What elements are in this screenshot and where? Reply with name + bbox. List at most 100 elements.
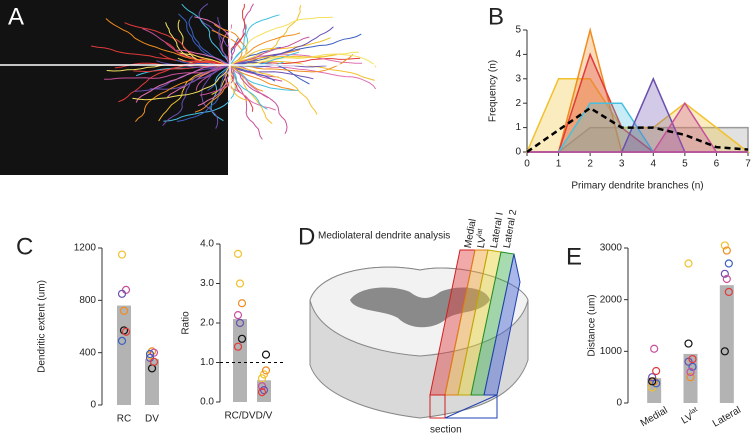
x-tick-label: 6 xyxy=(714,159,720,170)
slab-label: LVlat xyxy=(474,228,490,249)
data-point xyxy=(650,344,659,353)
dendrite xyxy=(229,26,334,66)
y-tick-label: 1000 xyxy=(600,346,623,357)
x-axis-label: Primary dendrite branches (n) xyxy=(571,181,703,192)
y-tick-label: 4.0 xyxy=(200,239,214,250)
data-point xyxy=(117,250,127,259)
data-point xyxy=(720,269,729,278)
x-tick-label: 5 xyxy=(682,159,688,170)
y-tick-label: 1.0 xyxy=(200,357,214,368)
image-a xyxy=(0,0,228,175)
data-point xyxy=(648,377,657,386)
dendrite xyxy=(194,64,232,113)
y-axis-label: Frequency (n) xyxy=(488,60,499,122)
data-point xyxy=(686,373,695,382)
dendrite xyxy=(229,64,318,115)
x-tick-label: Lateral xyxy=(711,405,743,430)
panel-letter: B xyxy=(488,3,504,30)
y-tick-label: 1200 xyxy=(74,243,97,254)
dendrite xyxy=(176,64,231,122)
dendrite xyxy=(181,3,231,66)
data-point xyxy=(237,299,247,308)
x-tick-label: 3 xyxy=(619,159,625,170)
bar xyxy=(233,319,247,402)
slab-label-sup: lat xyxy=(476,228,484,237)
panel-letter: C xyxy=(16,233,33,260)
data-point xyxy=(652,366,661,376)
dendrite xyxy=(132,64,231,101)
x-tick-label: 2 xyxy=(587,159,593,170)
gray-matter xyxy=(350,287,490,328)
data-point xyxy=(722,274,731,284)
data-point xyxy=(235,318,245,328)
dendrite xyxy=(135,64,231,103)
dendrite xyxy=(229,64,314,80)
bar xyxy=(257,380,271,402)
diagram-d: D Mediolateral dendrite analysis section… xyxy=(298,208,529,436)
dendrite xyxy=(179,52,231,66)
bar xyxy=(145,359,159,405)
x-tick-label: LVlat xyxy=(679,406,702,427)
data-point xyxy=(724,259,733,268)
panel-letter: E xyxy=(566,243,582,270)
dendrite xyxy=(163,64,238,122)
x-tick-label-sup: lat xyxy=(689,406,699,416)
data-point xyxy=(257,388,267,397)
x-tick-label: 4 xyxy=(651,159,657,170)
data-point xyxy=(259,386,269,395)
data-point xyxy=(684,339,693,348)
data-point xyxy=(237,334,247,343)
dendrite xyxy=(229,24,247,66)
dendrite xyxy=(229,64,273,124)
slab xyxy=(483,253,521,396)
frequency-area xyxy=(527,101,748,153)
dendrite xyxy=(91,45,231,66)
dendrite xyxy=(229,64,236,93)
y-tick-label: 0.0 xyxy=(200,397,214,408)
y-tick-label: 0 xyxy=(616,398,622,409)
mean-line xyxy=(526,106,749,154)
dendrite xyxy=(229,64,296,91)
dendrite xyxy=(229,14,280,66)
y-axis-label: Ratio xyxy=(181,311,192,335)
data-point xyxy=(684,357,693,366)
panel-letter: D xyxy=(298,223,315,250)
x-tick-label: 1 xyxy=(556,159,562,170)
dendrite xyxy=(229,36,310,66)
dendrite xyxy=(229,64,288,135)
dendrite xyxy=(150,64,231,90)
data-point xyxy=(261,366,271,375)
dendrite xyxy=(176,49,231,66)
dendrite xyxy=(229,51,300,67)
data-point xyxy=(688,354,697,364)
data-point xyxy=(121,327,131,336)
data-point xyxy=(117,289,127,298)
y-tick-label: 3 xyxy=(515,73,521,84)
data-point xyxy=(119,326,129,335)
y-tick-label: 3000 xyxy=(600,243,623,254)
y-tick-label: 2 xyxy=(515,98,521,109)
dendrite xyxy=(229,3,254,66)
x-tick-label: RC xyxy=(117,414,131,425)
section-label: section xyxy=(430,425,462,436)
x-tick-label: D/V xyxy=(256,411,273,422)
data-point xyxy=(720,347,729,356)
data-point xyxy=(257,382,267,391)
y-tick-label: 1 xyxy=(515,122,521,133)
bar xyxy=(719,285,734,403)
x-tick-label: 7 xyxy=(745,159,751,170)
y-tick-label: 0 xyxy=(90,400,96,411)
bar xyxy=(117,305,131,405)
dendrite xyxy=(210,64,231,122)
data-point xyxy=(145,349,155,359)
diagram-title: Mediolateral dendrite analysis xyxy=(318,231,450,242)
data-point xyxy=(688,362,697,371)
data-point xyxy=(686,367,695,377)
image-a xyxy=(230,0,460,175)
y-tick-label: 3.0 xyxy=(200,278,214,289)
dendrite xyxy=(105,18,231,66)
data-point xyxy=(724,287,733,297)
y-tick-label: 2000 xyxy=(600,294,623,305)
y-tick-label: 800 xyxy=(79,295,96,306)
